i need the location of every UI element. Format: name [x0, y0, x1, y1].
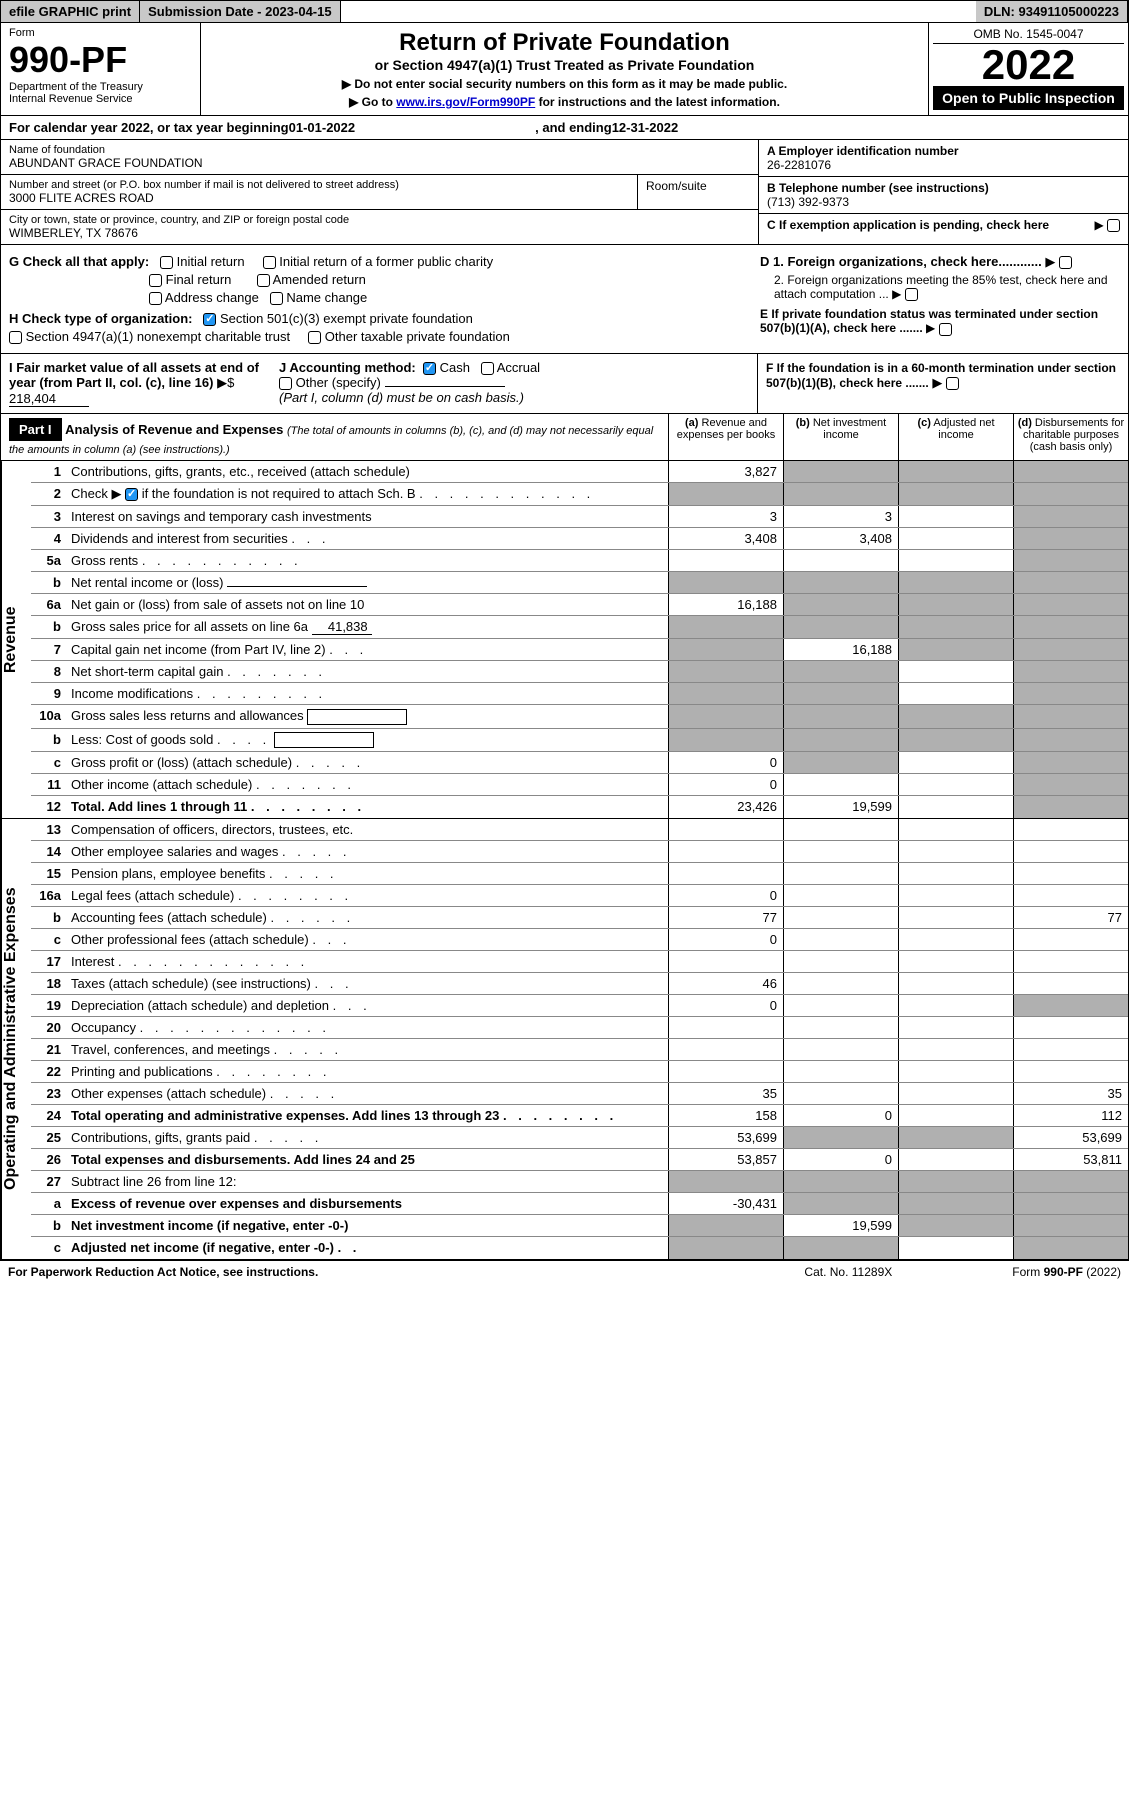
- form-header: Form 990-PF Department of the Treasury I…: [0, 23, 1129, 116]
- footer-form: Form 990-PF (2022): [1012, 1265, 1121, 1279]
- phone-label: B Telephone number (see instructions): [767, 181, 1120, 195]
- revenue-side-label: Revenue: [1, 461, 31, 818]
- d2-label: 2. Foreign organizations meeting the 85%…: [774, 273, 1108, 301]
- footer-left: For Paperwork Reduction Act Notice, see …: [8, 1265, 318, 1279]
- cash-checkbox[interactable]: [423, 362, 436, 375]
- city-value: WIMBERLEY, TX 78676: [9, 226, 750, 240]
- f-label: F If the foundation is in a 60-month ter…: [766, 361, 1116, 390]
- efile-label: efile GRAPHIC print: [1, 1, 140, 22]
- calendar-year-row: For calendar year 2022, or tax year begi…: [0, 116, 1129, 140]
- ein-label: A Employer identification number: [767, 144, 1120, 158]
- top-bar: efile GRAPHIC print Submission Date - 20…: [0, 0, 1129, 23]
- expenses-side-label: Operating and Administrative Expenses: [1, 819, 31, 1259]
- j-note: (Part I, column (d) must be on cash basi…: [279, 390, 524, 405]
- e-label: E If private foundation status was termi…: [760, 307, 1098, 335]
- amended-return-checkbox[interactable]: [257, 274, 270, 287]
- page-footer: For Paperwork Reduction Act Notice, see …: [0, 1260, 1129, 1283]
- instruction-2: ▶ Go to www.irs.gov/Form990PF for instru…: [207, 95, 922, 109]
- ein-value: 26-2281076: [767, 158, 1120, 172]
- d1-label: D 1. Foreign organizations, check here..…: [760, 254, 1042, 269]
- tax-year: 2022: [933, 44, 1124, 86]
- section-i-j-f: I Fair market value of all assets at end…: [0, 354, 1129, 414]
- room-label: Room/suite: [638, 175, 758, 209]
- city-label: City or town, state or province, country…: [9, 214, 750, 226]
- revenue-table: Revenue 1Contributions, gifts, grants, e…: [0, 461, 1129, 819]
- irs-label: Internal Revenue Service: [9, 93, 192, 105]
- dln-label: DLN: 93491105000223: [976, 1, 1128, 22]
- part1-header-row: Part I Analysis of Revenue and Expenses …: [0, 414, 1129, 461]
- form-label: Form: [9, 27, 192, 39]
- address-value: 3000 FLITE ACRES ROAD: [9, 191, 629, 205]
- schb-checkbox[interactable]: [125, 488, 138, 501]
- instruction-1: ▶ Do not enter social security numbers o…: [207, 77, 922, 91]
- d1-checkbox[interactable]: [1059, 256, 1072, 269]
- footer-catno: Cat. No. 11289X: [804, 1265, 892, 1279]
- form-number: 990-PF: [9, 39, 192, 81]
- foundation-name: ABUNDANT GRACE FOUNDATION: [9, 156, 750, 170]
- col-a-header: (a) Revenue and expenses per books: [668, 414, 783, 460]
- initial-former-checkbox[interactable]: [263, 256, 276, 269]
- exemption-checkbox[interactable]: [1107, 219, 1120, 232]
- dept-label: Department of the Treasury: [9, 81, 192, 93]
- s501-checkbox[interactable]: [203, 313, 216, 326]
- e-checkbox[interactable]: [939, 323, 952, 336]
- other-method-checkbox[interactable]: [279, 377, 292, 390]
- other-taxable-checkbox[interactable]: [308, 331, 321, 344]
- j-label: J Accounting method:: [279, 360, 416, 375]
- accrual-checkbox[interactable]: [481, 362, 494, 375]
- s4947-checkbox[interactable]: [9, 331, 22, 344]
- f-checkbox[interactable]: [946, 377, 959, 390]
- foundation-name-label: Name of foundation: [9, 144, 750, 156]
- phone-value: (713) 392-9373: [767, 195, 1120, 209]
- col-b-header: (b) Net investment income: [783, 414, 898, 460]
- expenses-table: Operating and Administrative Expenses 13…: [0, 819, 1129, 1260]
- fmv-value: 218,404: [9, 391, 89, 407]
- address-label: Number and street (or P.O. box number if…: [9, 179, 629, 191]
- h-label: H Check type of organization:: [9, 311, 192, 326]
- address-change-checkbox[interactable]: [149, 292, 162, 305]
- name-change-checkbox[interactable]: [270, 292, 283, 305]
- submission-date: Submission Date - 2023-04-15: [140, 1, 341, 22]
- info-block: Name of foundation ABUNDANT GRACE FOUNDA…: [0, 140, 1129, 245]
- exemption-pending-label: C If exemption application is pending, c…: [767, 218, 1049, 232]
- irs-link[interactable]: www.irs.gov/Form990PF: [396, 95, 535, 109]
- section-g-d: G Check all that apply: Initial return I…: [0, 245, 1129, 354]
- part1-title: Analysis of Revenue and Expenses: [65, 422, 283, 437]
- d2-checkbox[interactable]: [905, 288, 918, 301]
- final-return-checkbox[interactable]: [149, 274, 162, 287]
- form-title: Return of Private Foundation: [207, 29, 922, 57]
- initial-return-checkbox[interactable]: [160, 256, 173, 269]
- form-subtitle: or Section 4947(a)(1) Trust Treated as P…: [207, 57, 922, 73]
- inspection-label: Open to Public Inspection: [933, 86, 1124, 110]
- col-c-header: (c) Adjusted net income: [898, 414, 1013, 460]
- g-label: G Check all that apply:: [9, 254, 149, 269]
- gross-sales-value: 41,838: [312, 619, 372, 635]
- col-d-header: (d) Disbursements for charitable purpose…: [1013, 414, 1128, 460]
- part1-label: Part I: [9, 418, 62, 441]
